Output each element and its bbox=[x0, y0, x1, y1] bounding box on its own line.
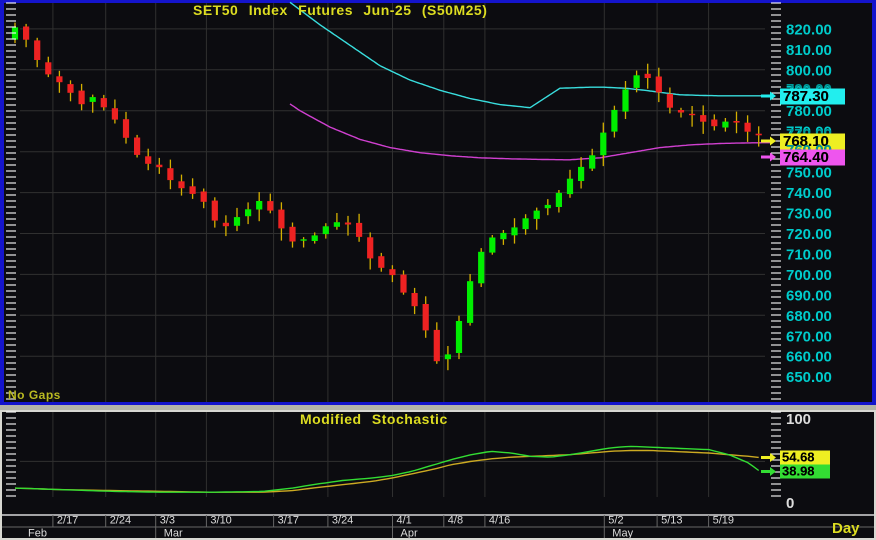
svg-text:3/17: 3/17 bbox=[278, 515, 299, 527]
svg-text:Day: Day bbox=[832, 520, 860, 537]
svg-text:720.00: 720.00 bbox=[786, 226, 832, 243]
svg-text:764.40: 764.40 bbox=[783, 149, 829, 166]
svg-text:5/19: 5/19 bbox=[713, 515, 734, 527]
svg-text:May: May bbox=[612, 528, 633, 540]
svg-text:710.00: 710.00 bbox=[786, 246, 832, 263]
svg-text:750.00: 750.00 bbox=[786, 165, 832, 182]
svg-text:5/13: 5/13 bbox=[661, 515, 682, 527]
svg-text:38.98: 38.98 bbox=[782, 464, 815, 479]
svg-text:4/16: 4/16 bbox=[489, 515, 510, 527]
svg-text:SET50 Index Futures Jun-25: SET50 Index Futures Jun-25 (S50M25) bbox=[193, 2, 487, 18]
svg-text:670.00: 670.00 bbox=[786, 328, 832, 345]
svg-text:740.00: 740.00 bbox=[786, 185, 832, 202]
svg-text:0: 0 bbox=[786, 495, 794, 512]
svg-text:54.68: 54.68 bbox=[782, 450, 815, 465]
svg-text:650.00: 650.00 bbox=[786, 369, 832, 386]
svg-text:No Gaps: No Gaps bbox=[8, 388, 61, 402]
svg-text:800.00: 800.00 bbox=[786, 62, 832, 79]
svg-text:Feb: Feb bbox=[28, 528, 47, 540]
svg-text:2/17: 2/17 bbox=[57, 515, 78, 527]
svg-text:100: 100 bbox=[786, 411, 811, 428]
svg-text:Mar: Mar bbox=[164, 528, 183, 540]
svg-text:4/8: 4/8 bbox=[448, 515, 463, 527]
svg-text:4/1: 4/1 bbox=[397, 515, 412, 527]
svg-text:680.00: 680.00 bbox=[786, 308, 832, 325]
svg-text:Modified Stochastic: Modified Stochastic bbox=[300, 411, 448, 427]
svg-text:810.00: 810.00 bbox=[786, 42, 832, 59]
svg-text:700.00: 700.00 bbox=[786, 267, 832, 284]
svg-text:787.30: 787.30 bbox=[783, 88, 829, 105]
svg-text:820.00: 820.00 bbox=[786, 21, 832, 38]
svg-text:5/2: 5/2 bbox=[608, 515, 623, 527]
svg-text:2/24: 2/24 bbox=[110, 515, 131, 527]
svg-text:660.00: 660.00 bbox=[786, 349, 832, 366]
svg-text:3/3: 3/3 bbox=[160, 515, 175, 527]
svg-text:690.00: 690.00 bbox=[786, 287, 832, 304]
svg-text:Apr: Apr bbox=[401, 528, 418, 540]
svg-text:3/10: 3/10 bbox=[210, 515, 231, 527]
svg-text:730.00: 730.00 bbox=[786, 206, 832, 223]
svg-text:780.00: 780.00 bbox=[786, 103, 832, 120]
svg-text:3/24: 3/24 bbox=[332, 515, 353, 527]
